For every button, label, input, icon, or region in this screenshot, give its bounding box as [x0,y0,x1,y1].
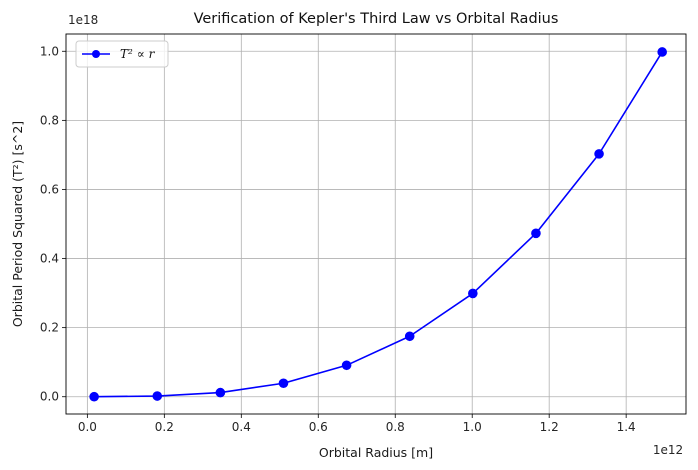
x-tick-label: 0.6 [309,420,328,434]
legend-marker-swatch [92,50,100,58]
legend: T² ∝ r [75,40,169,68]
legend-box [75,40,169,68]
y-axis-label: Orbital Period Squared (T²) [s^2] [10,121,25,327]
data-point [215,387,226,398]
data-point [657,47,667,57]
data-point [468,288,478,299]
data-point [341,360,352,371]
x-axis-offset-label: 1e12 [653,443,683,457]
data-point [404,331,415,342]
y-axis-offset-label: 1e18 [68,13,98,27]
data-point [531,228,541,239]
x-tick-label: 1.2 [540,420,559,434]
x-tick-label: 1.4 [617,420,636,434]
legend-label: T² ∝ r [120,47,156,61]
x-tick-label: 0.0 [78,420,97,434]
y-tick-label: 0.4 [40,252,59,266]
chart-title: Verification of Kepler's Third Law vs Or… [194,11,559,27]
data-point [89,391,99,402]
y-tick-label: 1.0 [40,44,59,58]
y-tick-label: 0.2 [40,321,59,335]
data-point [594,149,604,159]
series-line [94,51,663,398]
series-layer [89,47,667,402]
x-tick-label: 1.0 [463,420,482,434]
x-tick-label: 0.4 [232,420,251,434]
data-point [278,378,289,389]
data-point [152,391,163,401]
y-tick-label: 0.8 [40,113,59,127]
x-axis-label: Orbital Radius [m] [319,445,433,460]
y-tick-label: 0.6 [40,182,59,196]
plot-frame [65,33,687,415]
y-tick-label: 0.0 [40,390,59,404]
ticks: 0.0 0.2 0.4 0.6 0.8 1.0 1.2 1.4 0.0 0.2 0.4 0.6 0.8 1… [40,44,636,434]
x-tick-label: 0.2 [155,420,174,434]
x-tick-label: 0.8 [386,420,405,434]
grid [66,34,686,414]
